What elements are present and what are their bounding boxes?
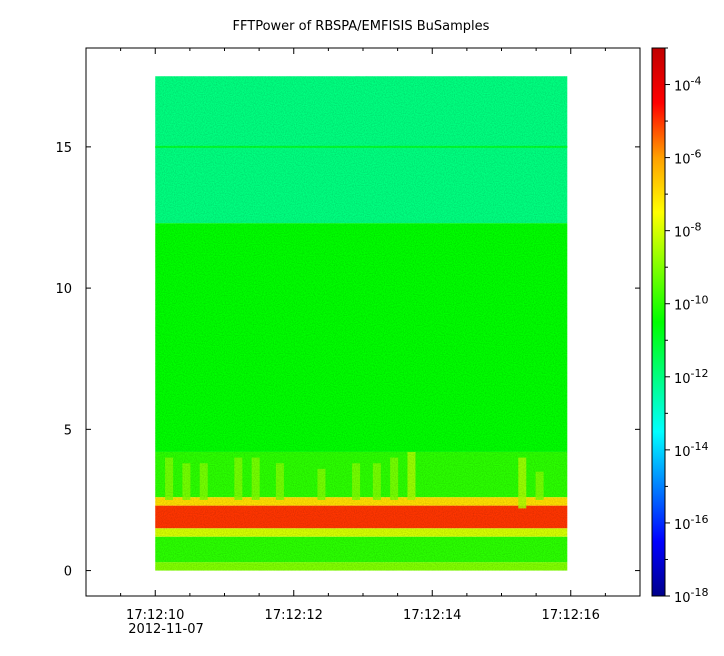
x-tick-label: 17:12:16	[542, 608, 600, 623]
colorbar-tick-label: 10-8	[674, 221, 702, 241]
y-tick-label: 5	[64, 423, 72, 438]
x-date-label: 2012-11-07	[128, 622, 204, 637]
x-tick-label: 17:12:10	[126, 608, 184, 623]
y-tick-label: 0	[64, 565, 72, 580]
emission-burst	[372, 463, 381, 500]
spectrogram-band	[155, 528, 568, 537]
colorbar-tick-label: 10-12	[674, 367, 709, 387]
y-axis: 0 5 10 15	[55, 141, 640, 580]
emission-burst	[182, 463, 191, 500]
spectrogram-band	[155, 223, 568, 452]
spectrogram-band	[155, 451, 568, 498]
y-tick-label: 15	[55, 141, 72, 156]
spectral-line	[155, 145, 568, 148]
emission-burst	[535, 471, 544, 500]
emission-burst	[165, 457, 174, 500]
spectrogram-band	[155, 76, 568, 224]
colorbar-tick-label: 10-4	[674, 75, 702, 95]
spectrogram-band	[155, 505, 568, 529]
spectrogram-band	[155, 536, 568, 563]
colorbar-tick-label: 10-14	[674, 440, 709, 460]
colorbar-tick-label: 10-16	[674, 513, 709, 533]
colorbar-axis: 10-4 10-6 10-8 10-10 10-12 10-14 10-16 10-18	[665, 47, 709, 606]
x-tick-label: 17:12:12	[265, 608, 323, 623]
colorbar-tick-label: 10-18	[674, 586, 709, 606]
spectrogram-image	[155, 76, 568, 571]
emission-burst	[251, 457, 260, 500]
colorbar-tick-label: 10-10	[674, 294, 709, 314]
x-axis: 17:12:10 17:12:12 17:12:14 17:12:16	[85, 48, 641, 623]
spectrogram-band	[155, 497, 568, 506]
emission-burst	[317, 468, 326, 500]
x-tick-label: 17:12:14	[403, 608, 461, 623]
emission-burst	[518, 457, 527, 509]
colorbar	[651, 47, 666, 597]
chart-title: FFTPower of RBSPA/EMFISIS BuSamples	[233, 19, 490, 34]
emission-burst	[199, 463, 208, 500]
spectrogram-band	[155, 562, 568, 571]
emission-burst	[275, 463, 284, 500]
y-tick-label: 10	[55, 282, 72, 297]
colorbar-tick-label: 10-6	[674, 148, 702, 168]
emission-burst	[407, 451, 416, 500]
emission-burst	[234, 457, 243, 500]
emission-burst	[390, 457, 399, 500]
emission-burst	[352, 463, 361, 500]
